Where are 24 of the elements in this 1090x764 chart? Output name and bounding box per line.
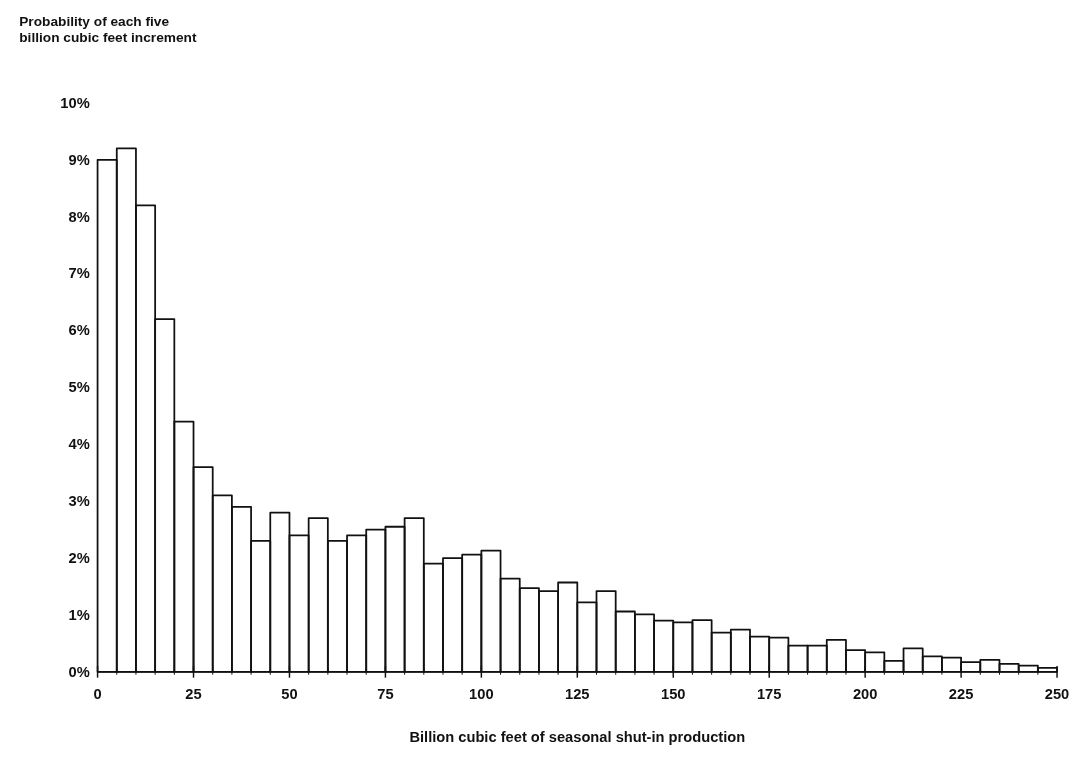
x-tick-label: 150	[661, 686, 686, 703]
y-tick-label: 9%	[68, 151, 90, 168]
y-tick-label: 1%	[68, 606, 90, 623]
x-tick-label: 50	[281, 686, 298, 703]
y-tick-label: 8%	[68, 208, 90, 225]
x-tick-label: 125	[565, 686, 590, 703]
y-tick-label: 10%	[60, 94, 90, 111]
x-tick-label: 100	[469, 686, 494, 703]
x-tick-label: 75	[377, 686, 394, 703]
x-tick-label: 225	[948, 686, 974, 703]
y-tick-label: 5%	[68, 379, 90, 396]
y-tick-label: 0%	[68, 663, 90, 680]
y-tick-label: 4%	[68, 436, 90, 453]
y-axis-title: Probability of each five billion cubic feet increment	[19, 13, 197, 46]
x-tick-label: 25	[185, 686, 202, 703]
y-tick-label: 2%	[68, 549, 90, 566]
y-tick-label: 3%	[68, 493, 90, 510]
y-tick-label: 7%	[68, 265, 90, 282]
x-tick-label: 0	[93, 686, 102, 703]
y-tick-label: 6%	[68, 322, 90, 339]
x-axis-title: Billion cubic feet of seasonal shut-in production	[409, 729, 746, 746]
x-tick-label: 175	[756, 686, 782, 703]
x-tick-label: 200	[852, 686, 878, 703]
x-tick-label: 250	[1044, 686, 1070, 703]
